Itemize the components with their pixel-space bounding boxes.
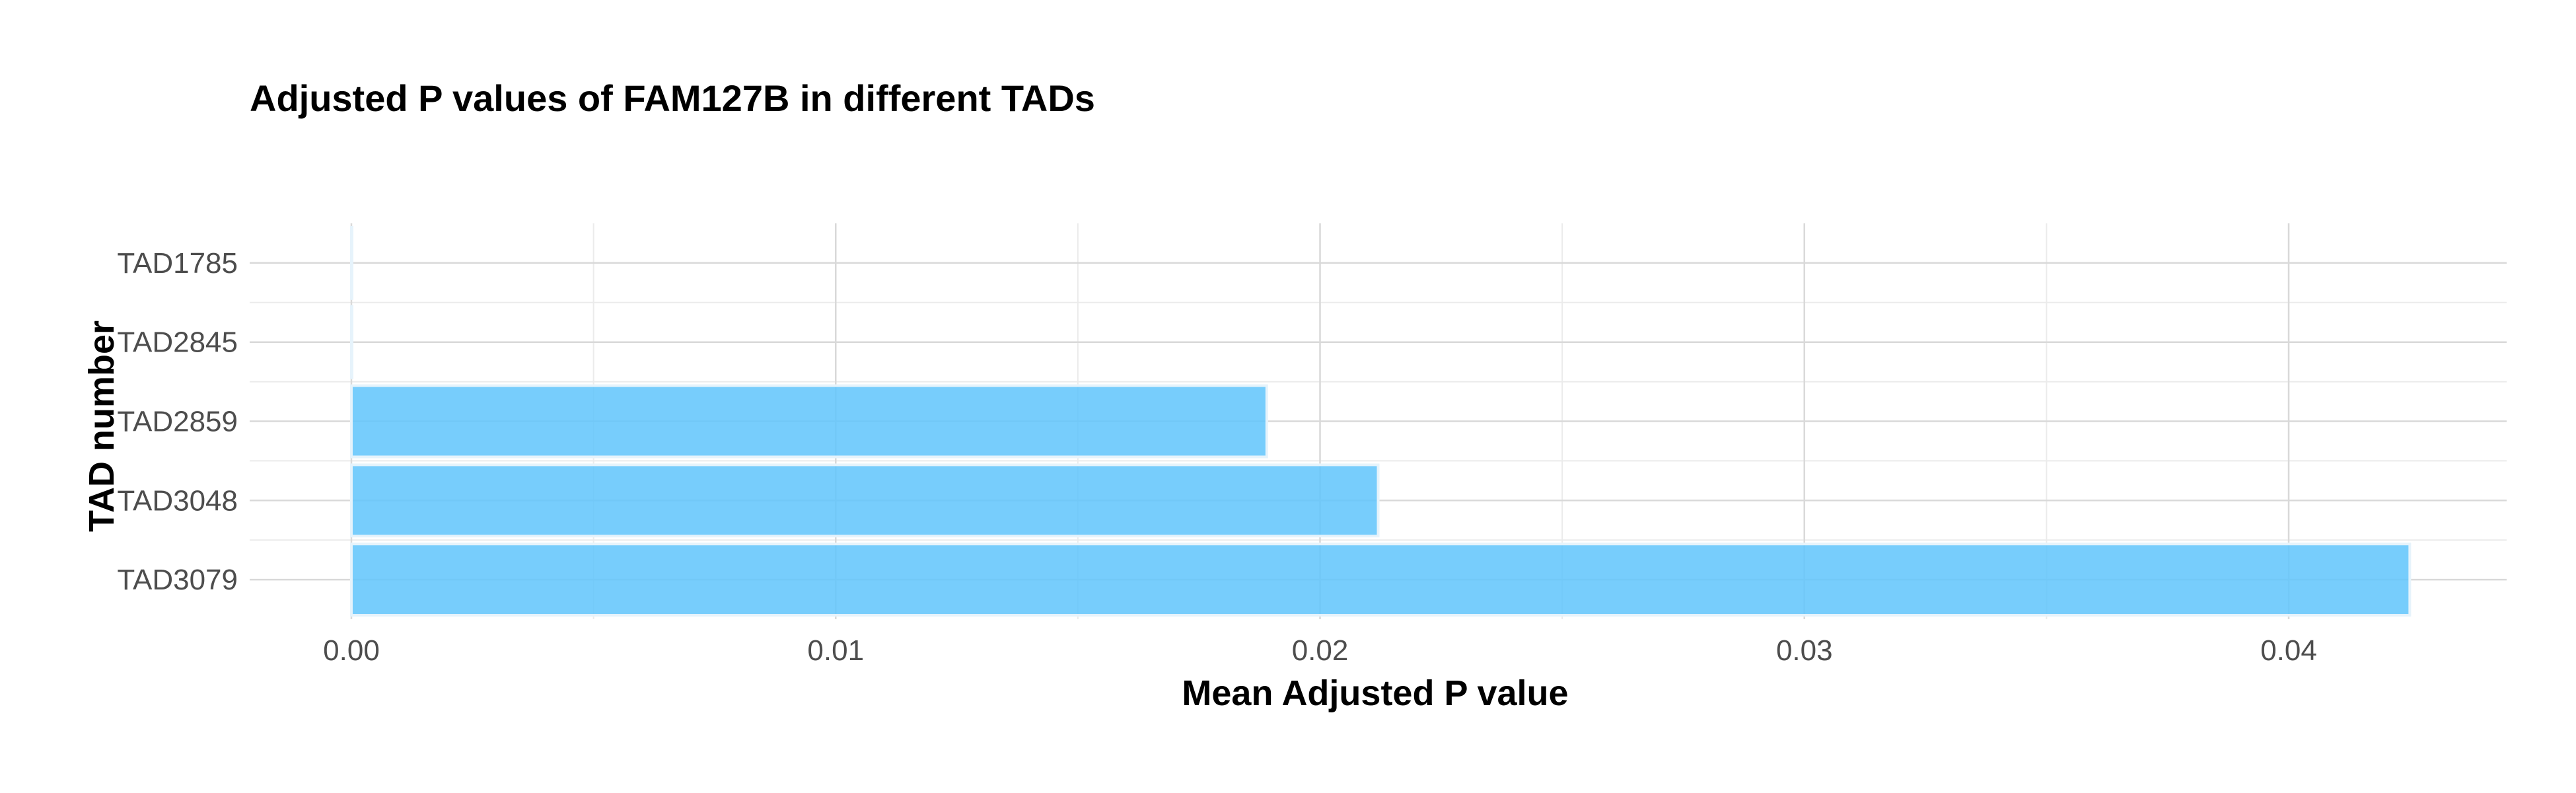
bar-tad2859 xyxy=(349,384,1268,459)
x-tick-label: 0.03 xyxy=(1776,634,1833,667)
x-tick-label: 0.00 xyxy=(323,634,380,667)
x-tick-label: 0.01 xyxy=(807,634,864,667)
y-axis-title: TAD number xyxy=(82,321,122,532)
bar-tad2845 xyxy=(349,305,353,379)
bar-tad1785 xyxy=(349,225,353,300)
chart-title: Adjusted P values of FAM127B in differen… xyxy=(250,77,1095,119)
x-tick-labels: 0.00 0.01 0.02 0.03 0.04 xyxy=(323,634,2317,667)
bar-tad3048 xyxy=(349,463,1380,538)
y-tick-label: TAD1785 xyxy=(117,247,238,280)
x-tick-label: 0.02 xyxy=(1292,634,1349,667)
y-tick-labels: TAD1785 TAD2845 TAD2859 TAD3048 TAD3079 xyxy=(117,247,238,596)
bars xyxy=(349,225,2412,617)
x-tick-label: 0.04 xyxy=(2260,634,2317,667)
y-tick-label: TAD2859 xyxy=(117,406,238,438)
bar-tad3079 xyxy=(349,543,2412,617)
y-tick-label: TAD3048 xyxy=(117,484,238,517)
x-axis-title: Mean Adjusted P value xyxy=(1182,673,1568,713)
y-tick-label: TAD2845 xyxy=(117,326,238,359)
y-tick-label: TAD3079 xyxy=(117,564,238,596)
